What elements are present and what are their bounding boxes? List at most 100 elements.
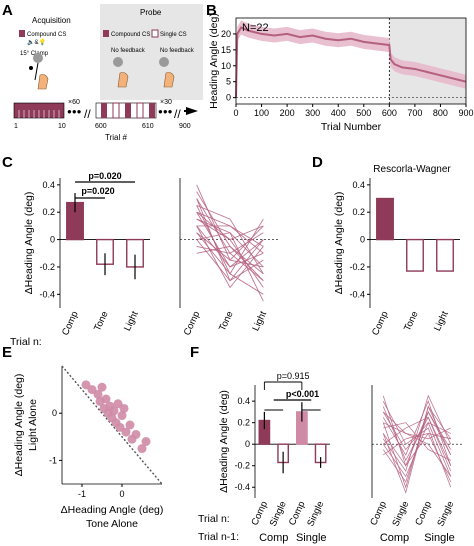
y-tick-label: 0 bbox=[50, 235, 55, 245]
category-label: Tone bbox=[402, 310, 421, 333]
subject-line bbox=[196, 218, 264, 275]
data-point bbox=[141, 437, 151, 447]
category-label: Light bbox=[432, 309, 451, 333]
x-tick-label: 800 bbox=[433, 108, 448, 118]
panel-c-bar-chart: -0.4 -0.2 0 0.2 0.4 Comp Tone Light ΔHeading Ang… bbox=[10, 171, 150, 348]
panel-label-a: A bbox=[2, 2, 13, 19]
x-tick-label: 600 bbox=[382, 108, 397, 118]
y-tick-label: 0.2 bbox=[237, 418, 250, 428]
panel-label-b: B bbox=[206, 2, 217, 19]
category-label: Single bbox=[435, 500, 456, 529]
subject-line bbox=[383, 432, 452, 483]
y-tick-label: -1 bbox=[49, 455, 57, 465]
y-tick-label: 20 bbox=[221, 29, 231, 39]
group-label: Single bbox=[424, 532, 455, 544]
cursor-dot bbox=[29, 66, 33, 70]
y-axis-label: ΔHeading Angle (deg) bbox=[13, 374, 25, 477]
y-tick-label: 10 bbox=[221, 61, 231, 71]
data-point bbox=[101, 394, 111, 404]
y-tick-label: 0 bbox=[226, 93, 231, 103]
category-label: Comp bbox=[60, 310, 81, 338]
dots-2: ●●● bbox=[158, 107, 173, 116]
probe-target-icon-2 bbox=[159, 57, 169, 67]
tick-10: 10 bbox=[58, 123, 66, 130]
tick-900: 900 bbox=[179, 123, 191, 130]
subject-line bbox=[196, 225, 264, 261]
panel-label-d: D bbox=[312, 154, 323, 171]
x-tick-label: 200 bbox=[280, 108, 295, 118]
x30-label: ×30 bbox=[160, 99, 172, 106]
x-tick-label: -1 bbox=[78, 489, 86, 499]
tick-1: 1 bbox=[14, 123, 18, 130]
group-label: Comp bbox=[259, 532, 288, 544]
trial-n-label: Trial n: bbox=[198, 513, 230, 525]
category-label: Single bbox=[305, 500, 326, 529]
x-tick-label: 500 bbox=[356, 108, 371, 118]
probe-target-icon-1 bbox=[113, 57, 123, 67]
clamp-label: 15° Clamp bbox=[20, 51, 49, 57]
probe-hand-icon-2 bbox=[163, 72, 175, 88]
probe-cells bbox=[101, 102, 155, 119]
subject-line bbox=[196, 245, 264, 281]
mean-line bbox=[235, 26, 467, 98]
x-tick-label: 900 bbox=[458, 108, 473, 118]
subject-line bbox=[382, 406, 452, 472]
data-point bbox=[121, 427, 131, 437]
category-label: Tone bbox=[92, 310, 111, 333]
panel-e-scatter: -1 0 -1 0 ΔHeading Angle (deg) Tone Alone ΔHea… bbox=[13, 365, 163, 530]
x-axis-label: Trial Number bbox=[321, 121, 382, 133]
y-tick-label: 0 bbox=[52, 408, 57, 418]
identity-line bbox=[61, 365, 163, 485]
x-tick-label: 0 bbox=[233, 108, 238, 118]
hand-icon bbox=[37, 74, 49, 90]
clamp-line bbox=[34, 62, 39, 81]
panel-f-bar-chart: -0.4-0.200.20.4CompSingleCompSingleΔHead… bbox=[198, 371, 330, 544]
break-mark-1: // bbox=[84, 107, 91, 121]
arrow-icon bbox=[186, 107, 198, 115]
trial-axis-label: Trial # bbox=[105, 133, 127, 142]
subject-line bbox=[196, 204, 264, 275]
dots-1: ●●● bbox=[67, 107, 82, 116]
y-axis-label: ΔHeading Angle (deg) bbox=[333, 192, 345, 295]
y-tick-label: 0.4 bbox=[42, 180, 55, 190]
x-tick-label: 0 bbox=[119, 489, 124, 499]
probe-title: Probe bbox=[140, 8, 162, 17]
panel-a-schematic: Acquisition Probe Compound CS 🔈&💡 15° Cl… bbox=[13, 4, 203, 142]
p-value-label: p<0.001 bbox=[286, 389, 319, 399]
category-label: Comp bbox=[413, 500, 434, 528]
group-label: Single bbox=[296, 532, 327, 544]
tick-600: 600 bbox=[95, 123, 107, 130]
y-tick-label: 0.2 bbox=[352, 207, 365, 217]
y-tick-label: -0.4 bbox=[234, 482, 250, 492]
data-point bbox=[117, 411, 127, 421]
group-label: Comp bbox=[380, 532, 409, 544]
category-label: Single bbox=[268, 500, 289, 529]
panel-label-c: C bbox=[2, 154, 13, 171]
data-point bbox=[137, 444, 147, 454]
y-tick-label: 15 bbox=[221, 45, 231, 55]
probe-compound-swatch bbox=[103, 30, 109, 37]
acquisition-dividers bbox=[18, 110, 60, 118]
probe-compound-cs-label: Compound CS bbox=[111, 32, 150, 38]
compound-cs-label: Compound CS bbox=[27, 32, 66, 38]
x-tick-label: 400 bbox=[331, 108, 346, 118]
y-tick-label: -0.4 bbox=[349, 289, 365, 299]
y-tick-label: 5 bbox=[226, 77, 231, 87]
single-swatch bbox=[151, 29, 159, 38]
x-axis-sublabel: Tone Alone bbox=[86, 518, 138, 530]
y-axis-label: ΔHeading Angle (deg) bbox=[23, 192, 35, 295]
no-feedback-label-2: No feedback bbox=[160, 48, 195, 54]
panel-label-e: E bbox=[2, 344, 12, 361]
panel-label-f: F bbox=[190, 344, 199, 361]
subject-line bbox=[382, 394, 452, 473]
category-label: Light bbox=[250, 309, 269, 333]
acquisition-title: Acquisition bbox=[32, 16, 71, 25]
y-tick-label: -0.2 bbox=[39, 262, 55, 272]
compound-swatch bbox=[19, 30, 25, 37]
tick-610: 610 bbox=[142, 123, 154, 130]
category-label: Tone bbox=[217, 310, 236, 333]
subject-line bbox=[382, 395, 451, 467]
y-tick-label: -0.4 bbox=[39, 289, 55, 299]
chart-title: Rescorla-Wagner bbox=[373, 164, 451, 175]
